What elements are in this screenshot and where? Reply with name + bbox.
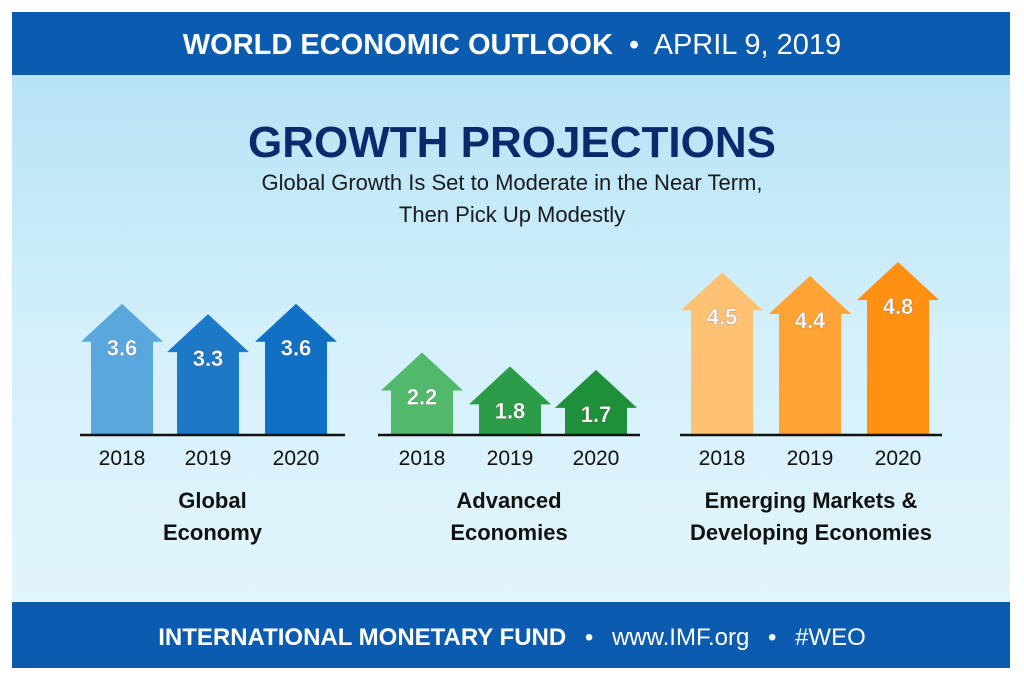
footer-hashtag: #WEO bbox=[795, 624, 866, 651]
data-label: 1.8 bbox=[495, 398, 526, 423]
chart-title: GROWTH PROJECTIONS bbox=[248, 118, 776, 167]
bar-arrow bbox=[469, 366, 551, 435]
bar-arrow bbox=[555, 369, 637, 435]
group-0: 3.6 2018 3.3 2019 3.6 2020 Global Economy bbox=[80, 303, 345, 545]
group-2: 4.5 2018 4.4 2019 4.8 2020 Emerging Markets & D… bbox=[680, 261, 942, 545]
bar-arrow bbox=[681, 272, 763, 435]
bar-arrow bbox=[167, 314, 249, 435]
footer-org: INTERNATIONAL MONETARY FUND bbox=[158, 624, 566, 651]
background bbox=[12, 12, 1010, 668]
bar-arrow bbox=[381, 352, 463, 435]
chart-subtitle-1: Global Growth Is Set to Moderate in the … bbox=[262, 170, 763, 195]
x-tick-label: 2019 bbox=[787, 447, 834, 470]
data-label: 3.6 bbox=[107, 336, 138, 361]
footer-separator-2: • bbox=[768, 624, 776, 651]
header-title: WORLD ECONOMIC OUTLOOK bbox=[183, 29, 613, 61]
header-band bbox=[12, 12, 1010, 75]
group-1: 2.2 2018 1.8 2019 1.7 2020 Advanced Economies bbox=[378, 352, 640, 545]
data-label: 4.8 bbox=[883, 294, 914, 319]
plot-area: 3.6 2018 3.3 2019 3.6 2020 Global Economy 2.2 201… bbox=[80, 261, 942, 545]
bar-arrow bbox=[81, 303, 163, 435]
group-label-2: Economies bbox=[450, 520, 567, 545]
footer-separator-1: • bbox=[585, 624, 593, 651]
footer-band bbox=[12, 602, 1010, 668]
x-tick-label: 2020 bbox=[573, 447, 620, 470]
data-label: 1.7 bbox=[581, 402, 612, 427]
bar-arrow bbox=[857, 261, 939, 435]
group-label-1: Advanced bbox=[456, 488, 561, 513]
group-label-1: Emerging Markets & bbox=[705, 488, 918, 513]
bar-arrow bbox=[255, 303, 337, 435]
x-tick-label: 2018 bbox=[399, 447, 446, 470]
data-label: 2.2 bbox=[407, 384, 438, 409]
x-tick-label: 2018 bbox=[699, 447, 746, 470]
data-label: 3.3 bbox=[193, 346, 224, 371]
x-tick-label: 2020 bbox=[273, 447, 320, 470]
x-tick-label: 2020 bbox=[875, 447, 922, 470]
x-tick-label: 2018 bbox=[99, 447, 146, 470]
header-separator: • bbox=[629, 29, 639, 61]
footer-url[interactable]: www.IMF.org bbox=[611, 624, 749, 651]
footer: INTERNATIONAL MONETARY FUND • www.IMF.or… bbox=[158, 624, 866, 651]
header-date: APRIL 9, 2019 bbox=[654, 29, 842, 61]
x-tick-label: 2019 bbox=[487, 447, 534, 470]
group-label-1: Global bbox=[178, 488, 246, 513]
group-label-2: Developing Economies bbox=[690, 520, 932, 545]
chart-subtitle-2: Then Pick Up Modestly bbox=[399, 202, 625, 227]
data-label: 3.6 bbox=[281, 336, 312, 361]
group-label-2: Economy bbox=[163, 520, 263, 545]
data-label: 4.4 bbox=[795, 308, 826, 333]
data-label: 4.5 bbox=[707, 304, 738, 329]
header: WORLD ECONOMIC OUTLOOK • APRIL 9, 2019 bbox=[183, 29, 841, 61]
x-tick-label: 2019 bbox=[185, 447, 232, 470]
bar-arrow bbox=[769, 275, 851, 435]
